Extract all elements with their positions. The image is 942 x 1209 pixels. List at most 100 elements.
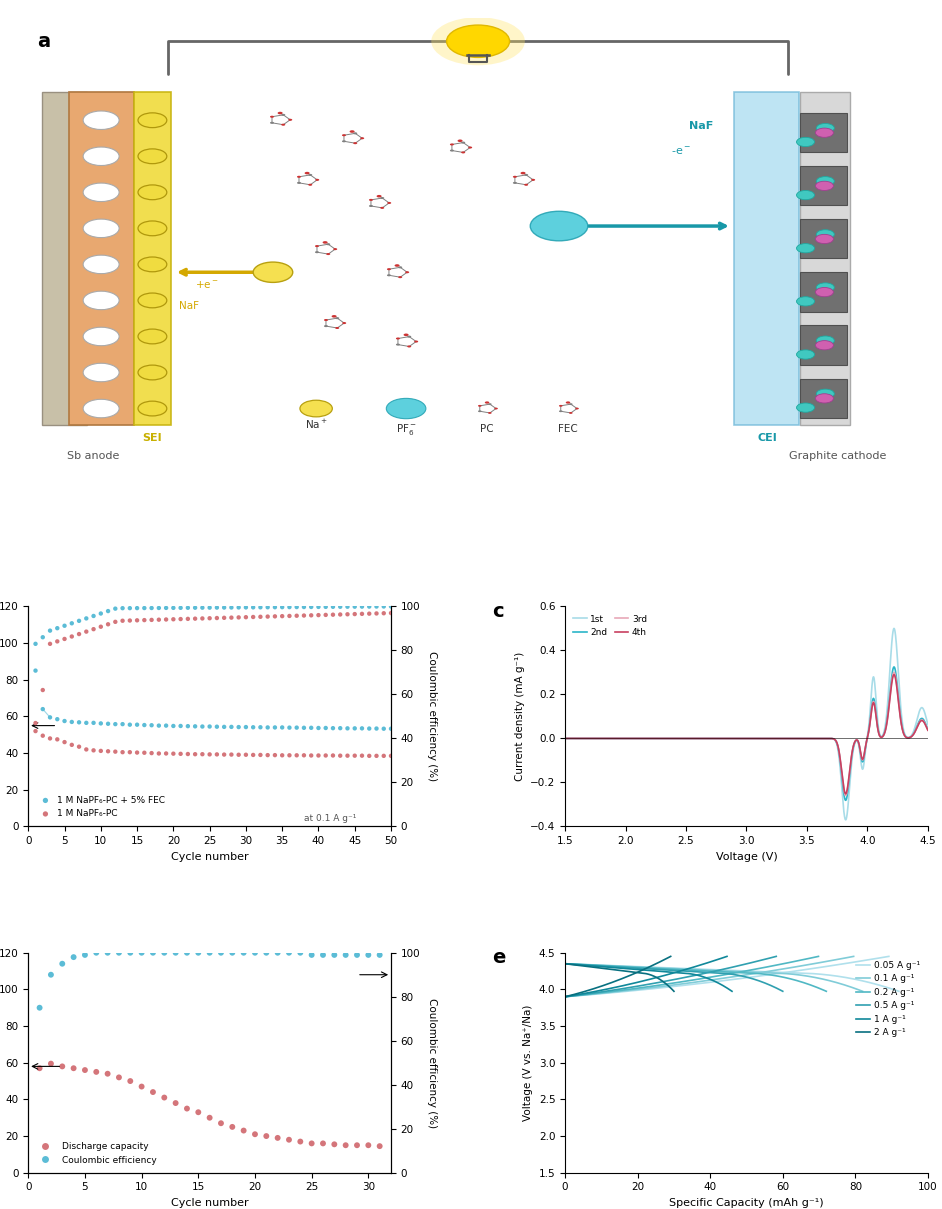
Point (195, 598, 210, 618)
Coulombic efficiency (66, 948, 81, 967)
Circle shape (450, 150, 454, 151)
Point (86, 619, 101, 638)
Circle shape (478, 405, 481, 406)
1 M NaPF₆-PC + 5% FEC (362, 719, 377, 739)
Point (187, 598, 203, 618)
2 A g⁻¹ (625, 965, 636, 979)
0.05 A g⁻¹ (740, 964, 752, 978)
Discharge capacity (122, 1071, 138, 1091)
1 M NaPF₆-PC + 5% FEC (130, 715, 145, 734)
Discharge capacity (111, 1068, 126, 1087)
1 M NaPF₆-PC (137, 744, 152, 763)
Circle shape (797, 349, 815, 359)
Point (268, 597, 283, 617)
Circle shape (462, 141, 465, 144)
FancyBboxPatch shape (41, 92, 87, 424)
1 M NaPF₆-PC + 5% FEC (260, 718, 275, 737)
1 M NaPF₆-PC (115, 742, 130, 762)
1 M NaPF₆-PC + 5% FEC (173, 716, 188, 735)
3rd (912, 718, 923, 733)
Coulombic efficiency (191, 943, 206, 962)
Circle shape (407, 336, 412, 337)
Point (246, 597, 261, 617)
Discharge capacity (32, 1059, 47, 1078)
Point (282, 597, 297, 617)
Coulombic efficiency (89, 943, 104, 962)
Discharge capacity (89, 1063, 104, 1082)
Coulombic efficiency (225, 943, 240, 962)
Point (42, 621, 57, 641)
Point (115, 611, 130, 630)
Point (57, 629, 73, 648)
1 M NaPF₆-PC + 5% FEC (50, 710, 65, 729)
Circle shape (83, 399, 119, 418)
Circle shape (478, 410, 481, 412)
Point (252, 597, 268, 617)
Point (224, 597, 239, 617)
0.2 A g⁻¹ (820, 984, 832, 999)
Discharge capacity (293, 1132, 308, 1151)
Circle shape (369, 206, 373, 207)
1 M NaPF₆-PC + 5% FEC (187, 717, 203, 736)
Coulombic efficiency (134, 943, 149, 962)
Circle shape (468, 146, 472, 149)
0.5 A g⁻¹ (664, 962, 675, 977)
1 M NaPF₆-PC (289, 746, 304, 765)
Circle shape (342, 134, 346, 137)
Coulombic efficiency (304, 945, 319, 965)
Circle shape (485, 401, 489, 404)
Circle shape (566, 401, 570, 404)
1 M NaPF₆-PC (144, 744, 159, 763)
Circle shape (270, 122, 274, 123)
1 M NaPF₆-PC (383, 746, 398, 765)
Circle shape (387, 274, 391, 277)
Discharge capacity (168, 1093, 183, 1112)
1 M NaPF₆-PC (369, 746, 384, 765)
Legend: 1 M NaPF₆-PC + 5% FEC, 1 M NaPF₆-PC: 1 M NaPF₆-PC + 5% FEC, 1 M NaPF₆-PC (33, 792, 169, 822)
Text: FEC: FEC (559, 423, 577, 434)
Point (137, 598, 152, 618)
1 M NaPF₆-PC + 5% FEC (383, 719, 398, 739)
1 A g⁻¹ (696, 970, 707, 984)
Point (101, 601, 116, 620)
Point (297, 606, 312, 625)
1 M NaPF₆-PC (252, 745, 268, 764)
Point (303, 606, 318, 625)
1st (560, 731, 571, 746)
Circle shape (270, 116, 274, 117)
Coulombic efficiency (236, 943, 252, 962)
1 M NaPF₆-PC (224, 745, 239, 764)
1 M NaPF₆-PC + 5% FEC (115, 715, 130, 734)
Circle shape (322, 241, 328, 244)
Point (144, 598, 159, 618)
1 M NaPF₆-PC (195, 745, 210, 764)
Point (303, 597, 318, 617)
1st (840, 812, 852, 827)
Point (217, 608, 232, 627)
2 A g⁻¹ (618, 964, 629, 978)
2nd (922, 722, 934, 736)
Circle shape (386, 399, 426, 418)
Point (325, 597, 340, 617)
Line: 0.2 A g⁻¹: 0.2 A g⁻¹ (565, 964, 826, 991)
Text: CEI: CEI (758, 433, 777, 442)
FancyBboxPatch shape (800, 112, 847, 152)
2 A g⁻¹ (668, 984, 679, 999)
Point (282, 606, 297, 625)
FancyBboxPatch shape (800, 325, 847, 365)
Point (137, 611, 152, 630)
3rd (845, 753, 856, 768)
1 A g⁻¹ (726, 984, 738, 999)
Discharge capacity (55, 1057, 70, 1076)
Circle shape (524, 174, 528, 177)
1 M NaPF₆-PC (311, 746, 326, 765)
1 M NaPF₆-PC + 5% FEC (275, 718, 290, 737)
Discharge capacity (349, 1135, 365, 1155)
1 M NaPF₆-PC (57, 733, 73, 752)
Circle shape (83, 291, 119, 310)
Circle shape (333, 248, 337, 250)
Point (217, 598, 232, 618)
1 M NaPF₆-PC + 5% FEC (64, 712, 79, 731)
0.1 A g⁻¹ (560, 956, 571, 971)
Legend: 1st, 2nd, 3rd, 4th: 1st, 2nd, 3rd, 4th (570, 611, 651, 641)
